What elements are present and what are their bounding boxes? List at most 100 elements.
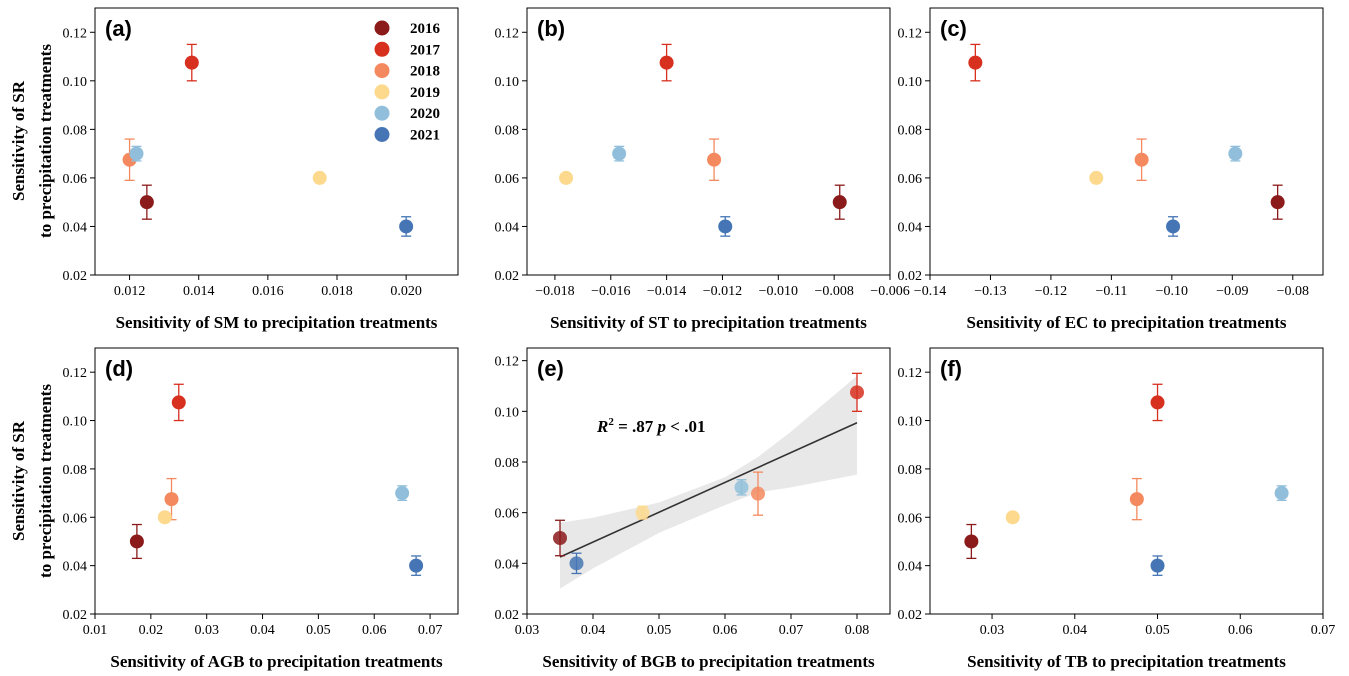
data-point-2019: [635, 505, 650, 520]
x-tick-label: −0.09: [1216, 284, 1248, 299]
plot-frame: [929, 347, 1324, 615]
data-point-2017: [1150, 395, 1165, 410]
x-tick-label: −0.10: [1156, 284, 1188, 299]
data-point-2017: [659, 55, 674, 70]
plot-frame: [94, 347, 459, 615]
x-tick-label: 0.014: [183, 284, 215, 299]
y-tick-label: 0.02: [898, 608, 923, 623]
x-tick-label: −0.14: [914, 284, 946, 299]
panel-c: −0.14 −0.13 −0.12 −0.11 −0.10 −0.09 −0.08 0.02 0…: [898, 7, 1324, 332]
data-point-2017: [171, 395, 186, 410]
x-tick-label: 0.018: [321, 284, 353, 299]
y-tick-label: 0.10: [63, 75, 88, 90]
x-tick-label: 0.016: [252, 284, 284, 299]
data-point-2021: [1150, 558, 1165, 573]
r2-symbol: R: [596, 417, 608, 436]
x-axis-label: Sensitivity of BGB to precipitation trea…: [542, 652, 875, 671]
y-tick-label: 0.08: [898, 123, 923, 138]
x-tick-label: −0.006: [870, 284, 909, 299]
x-tick-label: 0.06: [362, 623, 387, 638]
data-point-2016: [553, 531, 567, 545]
y-tick-label: 0.10: [495, 75, 520, 90]
panel-b: −0.018 −0.016 −0.014 −0.012 −0.010 −0.008 −0.0…: [495, 7, 910, 332]
y-tick-label: 0.06: [63, 511, 88, 526]
data-point-2017: [968, 55, 983, 70]
panel-e: 0.03 0.04 0.05 0.06 0.07 0.08 0.02 0.04 0.06 0.08…: [495, 347, 891, 671]
data-point-2020: [1228, 146, 1243, 161]
y-tick-label: 0.08: [898, 463, 923, 478]
legend-label-2016: 2016: [410, 21, 441, 37]
panel-f: 0.03 0.04 0.05 0.06 0.07 0.02 0.04 0.06 0.08 0.10…: [898, 347, 1335, 671]
legend-marker-2017: [374, 41, 390, 57]
y-axis-label-line: Sensitivity of SR: [9, 80, 28, 201]
panel-label: (f): [940, 356, 962, 381]
y-tick-label: 0.04: [63, 560, 88, 575]
y-tick-label: 0.08: [63, 123, 88, 138]
plot-frame: [526, 347, 891, 615]
y-tick-label: 0.02: [495, 269, 520, 284]
regression-line: [559, 422, 858, 558]
data-point-2016: [129, 534, 144, 549]
legend-label-2020: 2020: [410, 106, 440, 122]
y-tick-label: 0.12: [63, 26, 88, 41]
x-tick-label: 0.01: [83, 623, 108, 638]
x-axis-label: Sensitivity of SM to precipitation treat…: [116, 313, 438, 332]
y-tick-label: 0.06: [898, 172, 923, 187]
y-tick-label: 0.12: [63, 366, 88, 381]
data-point-2018: [1129, 492, 1144, 507]
y-tick-label: 0.12: [898, 26, 923, 41]
data-point-2020: [129, 146, 144, 161]
y-tick-label: 0.06: [495, 172, 520, 187]
y-tick-label: 0.04: [898, 220, 923, 235]
y-tick-label: 0.10: [898, 415, 923, 430]
y-tick-label: 0.02: [495, 608, 520, 623]
x-tick-label: −0.018: [535, 284, 574, 299]
x-tick-label: −0.016: [591, 284, 630, 299]
legend-marker-2021: [374, 127, 390, 142]
x-tick-label: 0.04: [1063, 623, 1088, 638]
x-tick-label: 0.04: [250, 623, 275, 638]
data-point-2019: [1089, 170, 1104, 185]
data-point-2020: [395, 486, 410, 501]
x-tick-label: 0.08: [845, 623, 870, 638]
x-tick-label: 0.02: [139, 623, 164, 638]
panel-label: (a): [105, 16, 132, 41]
plot-frame: [94, 7, 459, 276]
y-tick-label: 0.04: [495, 557, 520, 572]
data-point-2018: [164, 492, 179, 507]
y-axis-label: Sensitivity of SR to precipitation treatm…: [9, 44, 55, 238]
panel-label: (b): [537, 16, 565, 41]
legend-label-2021: 2021: [410, 128, 440, 144]
data-point-2016: [832, 195, 847, 210]
x-tick-label: 0.012: [114, 284, 146, 299]
x-tick-label: −0.12: [1035, 284, 1067, 299]
y-tick-label: 0.08: [495, 456, 520, 471]
y-axis-label: Sensitivity of SR to precipitation treatm…: [9, 384, 55, 578]
x-tick-label: 0.03: [515, 623, 540, 638]
data-point-2019: [1005, 510, 1020, 525]
y-tick-label: 0.06: [495, 507, 520, 522]
panel-label: (e): [537, 356, 564, 381]
y-tick-label: 0.12: [898, 366, 923, 381]
x-tick-label: −0.11: [1095, 284, 1127, 299]
panel-d: 0.01 0.02 0.03 0.04 0.05 0.06 0.070.020.040.06…: [63, 347, 459, 671]
panel-a: 0.012 0.014 0.016 0.018 0.020 0.02 0.04 0.06 0.0…: [63, 7, 459, 332]
legend-marker-2019: [374, 84, 390, 100]
y-tick-label: 0.04: [63, 220, 88, 235]
r2-value: = .87: [614, 417, 658, 436]
y-tick-label: 0.08: [495, 123, 520, 138]
x-tick-label: 0.06: [1228, 623, 1253, 638]
x-tick-label: 0.05: [306, 623, 331, 638]
y-axis-label-line: to precipitation treatments: [36, 384, 55, 578]
y-tick-label: 0.02: [63, 608, 88, 623]
data-point-2018: [707, 152, 722, 167]
legend-marker-2016: [374, 20, 390, 36]
y-tick-label: 0.02: [898, 269, 923, 284]
legend-marker-2020: [374, 105, 390, 121]
data-point-2021: [409, 558, 424, 573]
data-point-2017: [850, 385, 864, 400]
x-axis-label: Sensitivity of ST to precipitation treat…: [550, 313, 867, 332]
panel-label: (d): [105, 356, 133, 381]
y-tick-label: 0.12: [495, 26, 520, 41]
